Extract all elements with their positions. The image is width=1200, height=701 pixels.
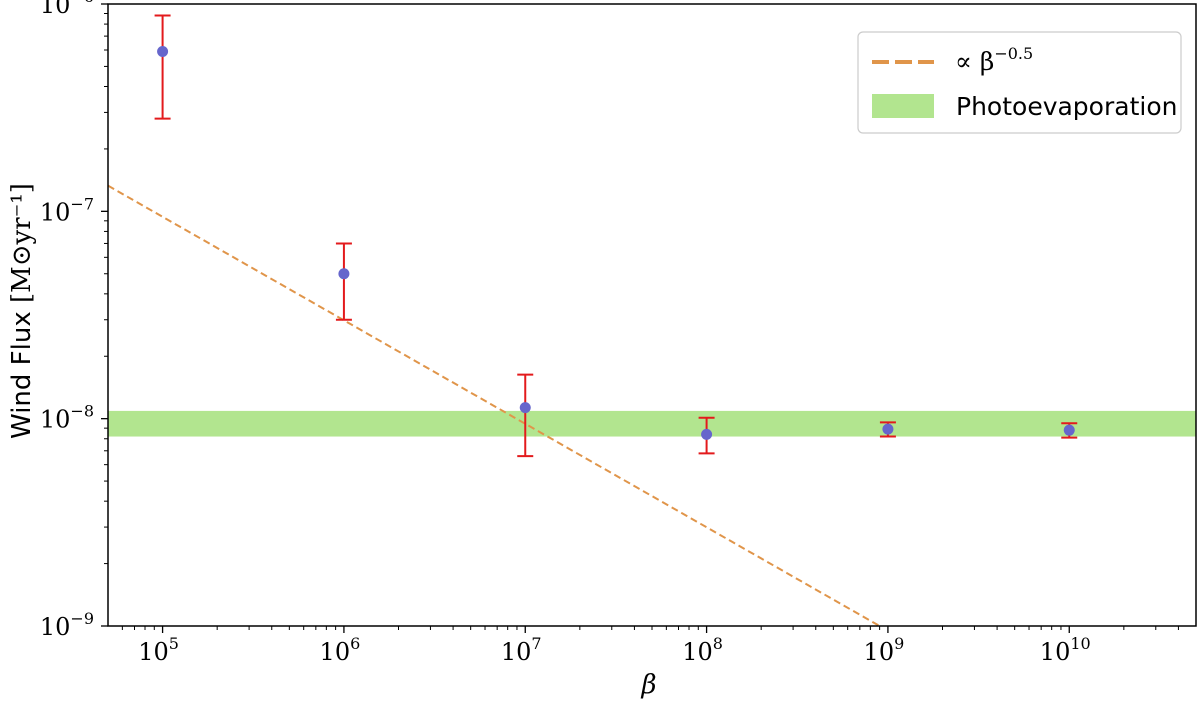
data-point xyxy=(157,46,169,58)
x-tick-label: 1010 xyxy=(1040,634,1091,666)
y-tick-exponent: −9 xyxy=(70,609,94,628)
data-point xyxy=(1063,424,1075,436)
x-tick-label: 107 xyxy=(501,634,542,666)
x-tick-label: 106 xyxy=(320,634,361,666)
y-tick-base: 10 xyxy=(40,198,71,226)
data-point xyxy=(701,428,713,440)
x-axis-label: β xyxy=(640,670,656,700)
x-tick-base: 10 xyxy=(682,638,713,666)
legend-label-photoevaporation: Photoevaporation xyxy=(956,92,1177,121)
legend-box xyxy=(857,31,1182,134)
x-tick-exponent: 7 xyxy=(531,634,541,653)
x-tick-base: 10 xyxy=(864,638,895,666)
legend: ∝ β−0.5 Photoevaporation xyxy=(857,31,1182,134)
y-tick-label: 10−6 xyxy=(40,0,94,19)
x-tick-base: 10 xyxy=(320,638,351,666)
x-tick-exponent: 5 xyxy=(169,634,179,653)
x-tick-exponent: 6 xyxy=(350,634,360,653)
y-tick-label: 10−7 xyxy=(40,194,94,226)
x-tick-base: 10 xyxy=(138,638,169,666)
y-tick-base: 10 xyxy=(40,613,71,641)
x-tick-label: 109 xyxy=(864,634,905,666)
power-law-line xyxy=(108,184,881,626)
photoevaporation-band-layer xyxy=(108,410,1196,437)
y-tick-exponent: −7 xyxy=(70,194,94,213)
y-axis-label: Wind Flux [M⊙yr⁻¹] xyxy=(7,183,37,439)
y-tick-label: 10−8 xyxy=(40,402,94,434)
x-tick-label: 105 xyxy=(138,634,179,666)
label-layer: 105106107108109101010−910−810−710−6βWind… xyxy=(7,0,1091,700)
y-axis-label-text: Wind Flux xyxy=(7,303,37,439)
legend-power-law-exponent: −0.5 xyxy=(994,44,1033,63)
x-tick-label: 108 xyxy=(682,634,723,666)
photoevaporation-band xyxy=(108,410,1196,437)
y-tick-exponent: −6 xyxy=(70,0,94,6)
legend-power-law-prefix: ∝ β xyxy=(955,47,994,76)
y-axis-label-unit: [M⊙yr⁻¹] xyxy=(7,183,37,303)
x-tick-base: 10 xyxy=(501,638,532,666)
y-tick-base: 10 xyxy=(40,406,71,434)
data-point xyxy=(882,423,894,435)
power-law-line-layer xyxy=(108,184,881,626)
y-tick-label: 10−9 xyxy=(40,609,94,641)
y-tick-base: 10 xyxy=(40,0,71,19)
data-point xyxy=(338,268,350,280)
x-tick-exponent: 9 xyxy=(894,634,904,653)
tick-layer xyxy=(101,3,1179,633)
legend-swatch-photoevaporation xyxy=(872,94,934,118)
data-point-layer xyxy=(157,46,1075,440)
y-tick-exponent: −8 xyxy=(70,402,94,421)
x-tick-exponent: 10 xyxy=(1070,634,1090,653)
x-tick-exponent: 8 xyxy=(713,634,723,653)
data-point xyxy=(519,402,531,414)
legend-label-power-law: ∝ β−0.5 xyxy=(955,44,1033,76)
x-tick-base: 10 xyxy=(1040,638,1071,666)
